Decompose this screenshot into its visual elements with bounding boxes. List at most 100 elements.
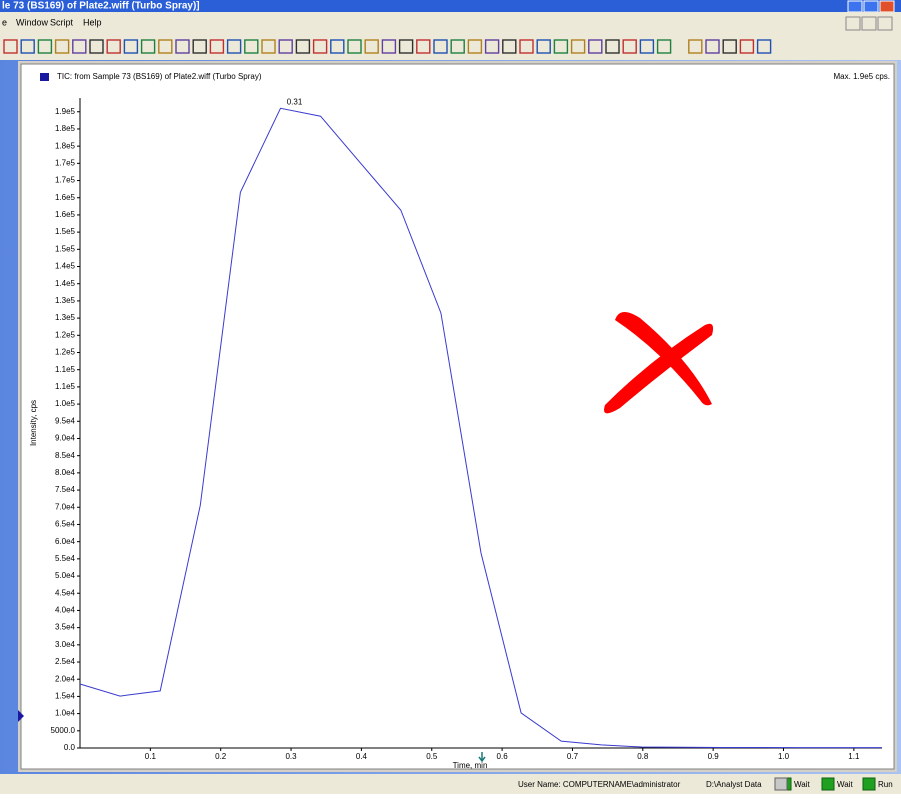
toolbar-icon[interactable] xyxy=(588,39,603,54)
close-button[interactable] xyxy=(879,0,895,13)
toolbar-icon[interactable] xyxy=(158,39,173,54)
x-tick-label: 0.2 xyxy=(215,752,227,761)
menu-item[interactable]: e xyxy=(2,17,7,27)
x-tick-label: 0.9 xyxy=(708,752,720,761)
y-tick-label: 1.6e5 xyxy=(55,210,76,219)
toolbar-icon[interactable] xyxy=(622,39,637,54)
status-icon xyxy=(821,777,835,791)
toolbar-icon[interactable] xyxy=(722,39,737,54)
y-tick-label: 1.9e5 xyxy=(55,107,76,116)
plot-pane xyxy=(20,63,895,770)
x-stroke xyxy=(604,323,714,414)
toolbar-icon[interactable] xyxy=(295,39,311,54)
toolbar-icon[interactable] xyxy=(433,39,448,54)
toolbar-icon[interactable] xyxy=(536,39,551,54)
y-tick-label: 1.6e5 xyxy=(55,193,76,202)
toolbar-icon[interactable] xyxy=(605,39,620,54)
series-line xyxy=(79,107,882,749)
toolbar-icon[interactable] xyxy=(20,39,35,54)
y-tick-label: 7.0e4 xyxy=(55,502,76,511)
status-text: Wait xyxy=(837,780,853,789)
toolbar-icon[interactable] xyxy=(123,39,139,54)
y-tick-label: 4.0e4 xyxy=(55,606,76,615)
toolbar-icon[interactable] xyxy=(398,39,414,54)
toolbar-icon[interactable] xyxy=(89,39,104,54)
y-tick-label: 2.5e4 xyxy=(55,657,76,666)
status-text: User Name: COMPUTERNAME\administrator xyxy=(518,780,681,789)
y-tick-label: 6.0e4 xyxy=(55,537,76,546)
mdi-restore[interactable] xyxy=(861,16,877,31)
toolbar-icon[interactable] xyxy=(278,39,293,54)
toolbar-icon[interactable] xyxy=(756,39,772,54)
y-tick-label: 1.5e5 xyxy=(55,244,76,253)
y-tick-label: 1.8e5 xyxy=(55,141,76,150)
legend-label: TIC: from Sample 73 (BS169) of Plate2.wi… xyxy=(57,72,262,81)
error-overlay xyxy=(604,311,714,414)
mdi-minimize[interactable] xyxy=(845,16,861,31)
y-tick-label: 9.5e4 xyxy=(55,416,76,425)
y-tick-label: 1.7e5 xyxy=(55,176,76,185)
menu-item[interactable]: Window xyxy=(16,17,49,27)
y-tick-label: 1.3e5 xyxy=(55,296,76,305)
x-axis-label: Time, min xyxy=(453,761,488,770)
toolbar-icon[interactable] xyxy=(484,39,500,54)
toolbar-icon[interactable] xyxy=(519,39,534,54)
y-tick-label: 1.3e5 xyxy=(55,313,76,322)
time-marker xyxy=(478,752,486,763)
y-tick-label: 1.2e5 xyxy=(55,330,76,339)
mdi-close[interactable] xyxy=(877,16,893,31)
menu-item[interactable]: Help xyxy=(83,17,102,27)
y-axis-label: Intensity, cps xyxy=(29,400,38,446)
toolbar-icon[interactable] xyxy=(54,39,70,54)
toolbar-icon[interactable] xyxy=(226,39,242,54)
toolbar-icon[interactable] xyxy=(381,39,397,54)
toolbar-icon[interactable] xyxy=(37,39,53,54)
maximize-button[interactable] xyxy=(863,0,879,13)
toolbar-icon[interactable] xyxy=(739,39,755,54)
toolbar-icon[interactable] xyxy=(656,39,672,54)
peak-label: 0.31 xyxy=(287,97,303,106)
toolbar-icon[interactable] xyxy=(639,39,655,54)
toolbar-icon[interactable] xyxy=(330,39,345,54)
y-tick-label: 1.0e5 xyxy=(55,399,76,408)
toolbar-icon[interactable] xyxy=(3,39,18,54)
toolbar-icon[interactable] xyxy=(72,39,87,54)
title-bar xyxy=(0,0,901,12)
y-tick-label: 0.0 xyxy=(64,743,76,752)
toolbar-icon[interactable] xyxy=(244,39,259,54)
y-tick-label: 8.5e4 xyxy=(55,451,76,460)
toolbar-icon[interactable] xyxy=(467,39,483,54)
status-bar xyxy=(0,774,901,794)
y-tick-label: 3.5e4 xyxy=(55,623,76,632)
menu-item[interactable]: Script xyxy=(50,17,74,27)
legend-swatch xyxy=(40,73,49,81)
toolbar-icon[interactable] xyxy=(261,39,276,54)
status-icon xyxy=(774,777,788,791)
toolbar-icon[interactable] xyxy=(106,39,121,54)
toolbar-icon[interactable] xyxy=(502,39,517,54)
window-title: le 73 (BS169) of Plate2.wiff (Turbo Spra… xyxy=(2,1,200,12)
max-label: Max. 1.9e5 cps. xyxy=(834,72,890,81)
toolbar-icon[interactable] xyxy=(175,39,190,54)
x-tick-label: 0.3 xyxy=(285,752,297,761)
toolbar-icon[interactable] xyxy=(209,39,225,54)
toolbar-icon[interactable] xyxy=(140,39,156,54)
y-tick-label: 6.5e4 xyxy=(55,520,76,529)
toolbar-icon[interactable] xyxy=(312,39,328,54)
menu: e Window Script Help xyxy=(2,17,102,27)
status-items: User Name: COMPUTERNAME\administrator D:\… xyxy=(518,777,893,791)
toolbar-icon[interactable] xyxy=(364,39,379,54)
toolbar-icon[interactable] xyxy=(416,39,431,54)
toolbar-icon[interactable] xyxy=(570,39,586,54)
minimize-button[interactable] xyxy=(847,0,863,13)
toolbar-icon[interactable] xyxy=(688,39,703,54)
x-tick-label: 1.0 xyxy=(778,752,790,761)
toolbar-icon[interactable] xyxy=(347,39,362,54)
y-tick-label: 1.5e4 xyxy=(55,692,76,701)
toolbar-icon[interactable] xyxy=(450,39,465,54)
x-tick-label: 0.1 xyxy=(145,752,157,761)
y-tick-label: 5.0e4 xyxy=(55,571,76,580)
toolbar-icon[interactable] xyxy=(705,39,720,54)
toolbar-icon[interactable] xyxy=(192,39,207,54)
toolbar-icon[interactable] xyxy=(553,39,569,54)
